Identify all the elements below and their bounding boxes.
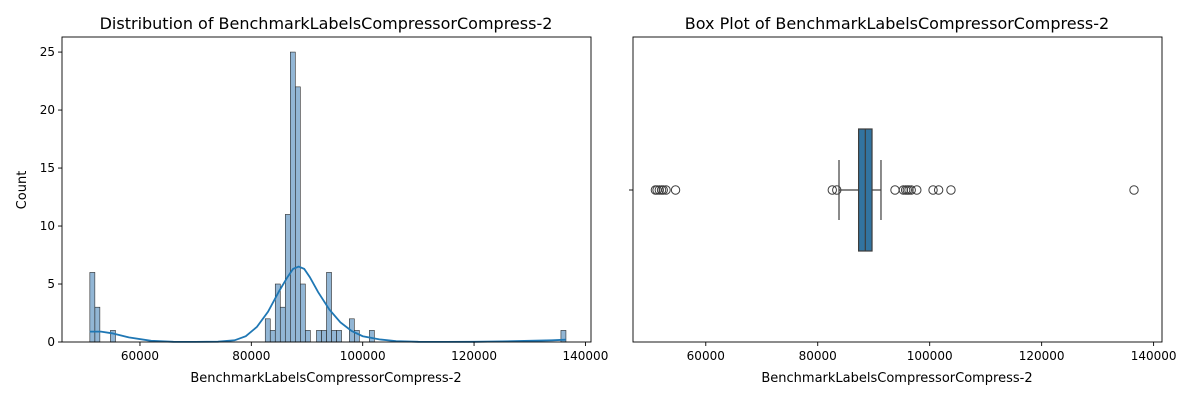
y-tick-label: 15 <box>40 161 55 175</box>
histogram-y-axis-label: Count <box>15 171 30 210</box>
histogram-bars <box>89 51 567 343</box>
histogram-x-axis-label: BenchmarkLabelsCompressorCompress-2 <box>190 371 461 386</box>
histogram-x-ticks: 60000 80000 100000 120000 140000 <box>121 342 608 363</box>
histogram-bar <box>279 306 286 343</box>
outlier-point <box>906 185 916 195</box>
boxplot-title: Box Plot of BenchmarkLabelsCompressorCom… <box>685 14 1109 33</box>
outlier-point <box>1129 185 1139 195</box>
boxplot-x-ticks: 60000 80000 100000 120000 140000 <box>687 342 1177 363</box>
y-tick-label: 25 <box>40 45 55 59</box>
x-tick-label: 80000 <box>232 349 270 363</box>
histogram-bar <box>264 318 271 343</box>
boxplot-panel: Box Plot of BenchmarkLabelsCompressorCom… <box>629 14 1177 386</box>
histogram-axes-frame <box>61 36 592 343</box>
histogram-bar <box>316 330 322 343</box>
boxplot-x-axis-label: BenchmarkLabelsCompressorCompress-2 <box>761 371 1032 386</box>
outlier-point <box>654 185 665 195</box>
histogram-bar <box>269 330 276 343</box>
x-tick-label: 80000 <box>799 349 837 363</box>
histogram-bar <box>369 330 375 343</box>
outlier-point <box>827 185 837 195</box>
x-tick-label: 140000 <box>563 349 609 363</box>
histogram-bar <box>336 330 342 343</box>
histogram-y-ticks: 0 5 10 15 20 25 <box>40 45 62 349</box>
y-tick-label: 20 <box>40 103 55 117</box>
x-tick-label: 100000 <box>907 349 953 363</box>
x-tick-label: 120000 <box>451 349 497 363</box>
y-tick-label: 0 <box>47 335 55 349</box>
outlier-point <box>912 185 922 195</box>
histogram-bar <box>94 306 101 343</box>
histogram-panel: Distribution of BenchmarkLabelsCompresso… <box>15 14 608 386</box>
histogram-bar <box>290 51 296 343</box>
outlier-point <box>904 185 914 195</box>
histogram-bar <box>331 330 337 343</box>
outlier-point <box>661 185 671 195</box>
outlier-point <box>898 185 909 195</box>
y-tick-label: 10 <box>40 219 55 233</box>
outlier-point <box>946 185 956 195</box>
outlier-point <box>928 185 938 195</box>
histogram-title: Distribution of BenchmarkLabelsCompresso… <box>100 14 553 33</box>
outlier-point <box>890 185 900 195</box>
x-tick-label: 60000 <box>687 349 725 363</box>
outlier-point <box>933 185 944 195</box>
y-tick-label: 5 <box>47 277 55 291</box>
histogram-bar <box>295 86 301 343</box>
x-tick-label: 100000 <box>340 349 386 363</box>
outlier-point <box>658 185 668 195</box>
histogram-bar <box>300 283 306 343</box>
x-tick-label: 60000 <box>121 349 159 363</box>
histogram-bar <box>305 330 311 343</box>
outlier-point <box>670 185 681 195</box>
outlier-point <box>652 185 662 195</box>
boxplot-outliers <box>650 185 1139 195</box>
x-tick-label: 140000 <box>1131 349 1177 363</box>
histogram-bar <box>110 330 116 343</box>
outlier-point <box>832 185 842 195</box>
boxplot-body <box>838 128 882 252</box>
x-tick-label: 120000 <box>1019 349 1065 363</box>
histogram-bar <box>321 330 327 343</box>
boxplot-axes-frame <box>632 36 1163 343</box>
